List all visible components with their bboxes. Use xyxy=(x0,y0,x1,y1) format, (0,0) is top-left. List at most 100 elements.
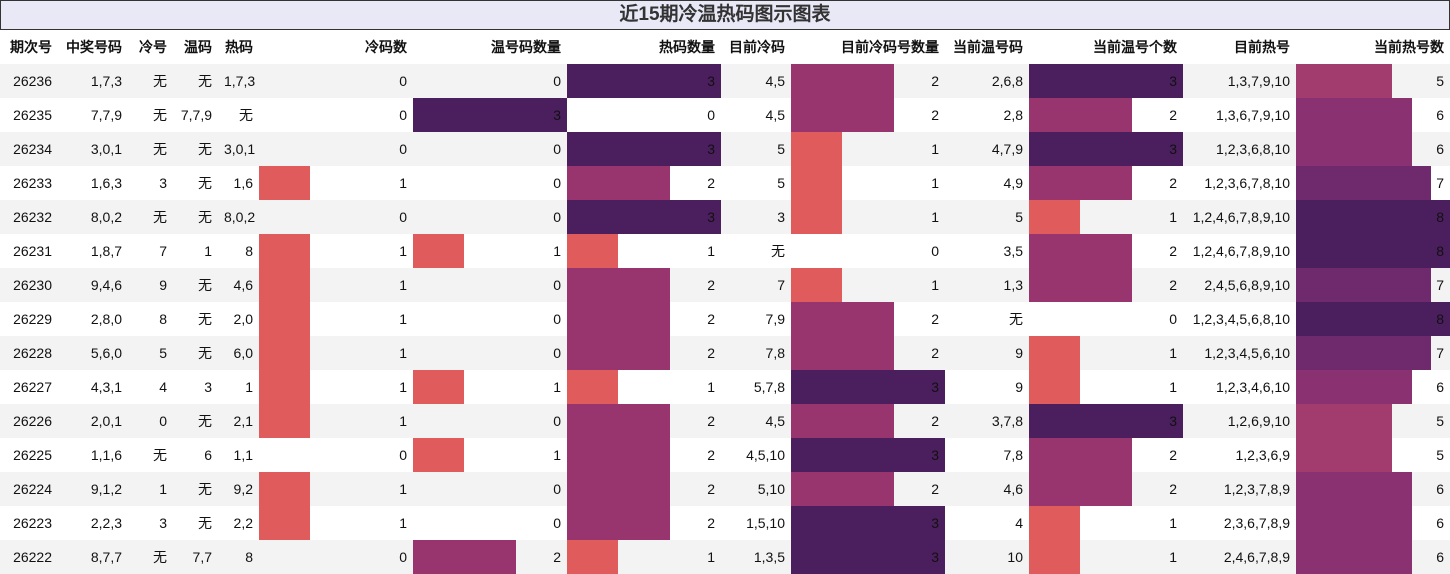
current-hot-count-value: 8 xyxy=(1436,243,1444,259)
hot-count-value: 2 xyxy=(707,277,715,293)
current-cold-count-value: 3 xyxy=(931,515,939,531)
hot-count-value: 1 xyxy=(707,549,715,565)
cold-cell: 7 xyxy=(128,234,173,268)
current-cold-count-bar xyxy=(791,98,894,132)
warm-count-cell: 0 xyxy=(413,268,567,302)
hot-count-bar xyxy=(567,64,721,98)
warm-count-cell: 1 xyxy=(413,438,567,472)
hot-count-bar xyxy=(567,506,670,540)
cold-count-cell: 1 xyxy=(259,506,413,540)
current-warm-cell: 9 xyxy=(945,370,1029,404)
warm-count-value: 3 xyxy=(553,107,561,123)
warm-count-cell: 0 xyxy=(413,404,567,438)
current-warm-count-value: 3 xyxy=(1169,73,1177,89)
current-hot-count-value: 5 xyxy=(1436,447,1444,463)
issue-cell: 26236 xyxy=(0,64,58,98)
cold-count-cell: 0 xyxy=(259,438,413,472)
current-cold-cell: 4,5,10 xyxy=(721,438,791,472)
current-cold-cell: 7,9 xyxy=(721,302,791,336)
current-hot-count-bar xyxy=(1296,472,1412,506)
cold-count-cell: 1 xyxy=(259,404,413,438)
current-cold-count-value: 2 xyxy=(931,481,939,497)
warm-count-cell: 0 xyxy=(413,166,567,200)
current-hot-cell: 1,2,3,6,8,10 xyxy=(1183,132,1296,166)
cold-count-cell: 1 xyxy=(259,472,413,506)
current-cold-count-value: 1 xyxy=(931,277,939,293)
col-header-current-hot-count: 当前热号数 xyxy=(1296,30,1450,64)
current-hot-count-bar xyxy=(1296,370,1412,404)
current-cold-count-cell: 3 xyxy=(791,370,945,404)
hot-count-bar xyxy=(567,370,619,404)
current-hot-cell: 1,3,7,9,10 xyxy=(1183,64,1296,98)
hot-cell: 1,7,3 xyxy=(218,64,259,98)
hot-count-value: 1 xyxy=(707,379,715,395)
warm-count-value: 0 xyxy=(553,277,561,293)
current-warm-count-bar xyxy=(1029,472,1132,506)
hot-count-bar xyxy=(567,302,670,336)
current-cold-cell: 1,5,10 xyxy=(721,506,791,540)
current-cold-count-cell: 3 xyxy=(791,540,945,574)
current-warm-cell: 4,9 xyxy=(945,166,1029,200)
table-row: 26231 1,8,7 7 1 8 1 1 1 无 0 3,5 2 1,2,4,6,7,8,9,10 8 xyxy=(0,234,1450,268)
hot-count-value: 2 xyxy=(707,447,715,463)
current-cold-count-cell: 2 xyxy=(791,64,945,98)
current-warm-count-value: 2 xyxy=(1169,447,1177,463)
warm-count-value: 2 xyxy=(553,549,561,565)
col-header-winning-number: 中奖号码 xyxy=(58,30,128,64)
hot-count-value: 0 xyxy=(707,107,715,123)
current-cold-count-value: 1 xyxy=(931,141,939,157)
hot-cell: 1 xyxy=(218,370,259,404)
cold-cell: 无 xyxy=(128,200,173,234)
warm-count-bar xyxy=(413,98,567,132)
current-cold-count-cell: 2 xyxy=(791,472,945,506)
current-warm-count-bar xyxy=(1029,166,1132,200)
current-hot-cell: 2,4,5,6,8,9,10 xyxy=(1183,268,1296,302)
current-hot-count-value: 6 xyxy=(1436,141,1444,157)
current-cold-count-value: 3 xyxy=(931,447,939,463)
current-hot-cell: 1,3,6,7,9,10 xyxy=(1183,98,1296,132)
current-hot-count-bar xyxy=(1296,98,1412,132)
warm-cell: 无 xyxy=(173,336,218,370)
issue-cell: 26232 xyxy=(0,200,58,234)
page-title: 近15期冷温热码图示图表 xyxy=(0,0,1450,30)
current-cold-count-value: 3 xyxy=(931,549,939,565)
current-warm-cell: 3,5 xyxy=(945,234,1029,268)
current-cold-count-bar xyxy=(791,132,843,166)
current-cold-cell: 5,10 xyxy=(721,472,791,506)
current-warm-count-cell: 2 xyxy=(1029,472,1183,506)
current-warm-count-value: 1 xyxy=(1169,209,1177,225)
warm-count-cell: 1 xyxy=(413,234,567,268)
col-header-cold: 冷号 xyxy=(128,30,173,64)
cold-count-value: 0 xyxy=(399,549,407,565)
current-hot-count-cell: 6 xyxy=(1296,540,1450,574)
current-hot-count-value: 8 xyxy=(1436,209,1444,225)
hot-cell: 无 xyxy=(218,98,259,132)
hot-cell: 1,6 xyxy=(218,166,259,200)
current-cold-count-bar xyxy=(791,302,894,336)
cold-count-value: 0 xyxy=(399,447,407,463)
current-hot-count-bar xyxy=(1296,166,1431,200)
cold-cell: 1 xyxy=(128,472,173,506)
warm-count-value: 0 xyxy=(553,73,561,89)
hot-count-value: 2 xyxy=(707,175,715,191)
current-warm-count-bar xyxy=(1029,234,1132,268)
cold-count-value: 1 xyxy=(399,311,407,327)
current-cold-count-bar xyxy=(791,336,894,370)
current-warm-cell: 无 xyxy=(945,302,1029,336)
current-warm-cell: 9 xyxy=(945,336,1029,370)
table-row: 26232 8,0,2 无无 8,0,2 0 0 3 3 1 5 1 1,2,4,6,7,8,9,10… xyxy=(0,200,1450,234)
current-hot-count-bar xyxy=(1296,540,1412,574)
cold-count-value: 1 xyxy=(399,379,407,395)
hot-cell: 8 xyxy=(218,540,259,574)
current-cold-cell: 4,5 xyxy=(721,64,791,98)
warm-count-value: 0 xyxy=(553,141,561,157)
hot-count-cell: 1 xyxy=(567,234,721,268)
current-warm-count-value: 2 xyxy=(1169,107,1177,123)
hot-cell: 2,2 xyxy=(218,506,259,540)
current-cold-count-cell: 2 xyxy=(791,98,945,132)
issue-cell: 26231 xyxy=(0,234,58,268)
winning-number-cell: 9,4,6 xyxy=(58,268,128,302)
cold-count-value: 0 xyxy=(399,209,407,225)
current-cold-count-bar xyxy=(791,506,945,540)
current-cold-count-value: 0 xyxy=(931,243,939,259)
